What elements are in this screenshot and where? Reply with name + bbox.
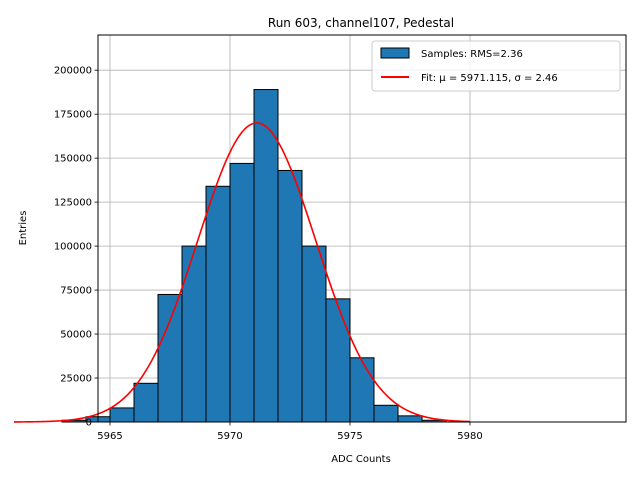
histogram-bar	[373, 404, 399, 423]
legend-box	[371, 40, 621, 92]
y-tick-label: 100000	[54, 242, 92, 253]
y-tick-label: 0	[86, 418, 92, 429]
y-tick-label: 175000	[54, 110, 92, 121]
y-tick-label: 75000	[60, 286, 92, 297]
chart-title: Run 603, channel107, Pedestal	[268, 16, 454, 30]
legend-histogram-label: Samples: RMS=2.36	[421, 49, 523, 60]
histogram-bar	[205, 185, 231, 423]
legend: Samples: RMS=2.36 Fit: μ = 5971.115, σ =…	[371, 40, 621, 92]
y-tick-label: 200000	[54, 66, 92, 77]
legend-fit-label: Fit: μ = 5971.115, σ = 2.46	[421, 73, 558, 84]
y-tick-label: 150000	[54, 154, 92, 165]
y-tick-label: 50000	[60, 330, 92, 341]
y-tick-label: 25000	[60, 374, 92, 385]
histogram-bar	[157, 293, 183, 423]
histogram-bar	[277, 169, 303, 423]
histogram-bar	[109, 407, 135, 423]
x-tick-label: 5965	[97, 431, 122, 442]
x-axis-label: ADC Counts	[331, 454, 391, 465]
fit-curve	[13, 122, 471, 423]
histogram-bar	[325, 298, 351, 423]
y-axis-ticks: 0 25000 50000 75000 100000 125000 150000 175000…	[54, 66, 98, 429]
histogram-bars	[61, 89, 447, 423]
histogram-bar	[181, 245, 207, 423]
histogram-bar	[349, 357, 375, 423]
histogram-bar	[397, 415, 423, 423]
histogram-bar	[229, 162, 255, 423]
histogram-bar	[253, 89, 279, 423]
x-tick-label: 5970	[217, 431, 242, 442]
y-tick-label: 125000	[54, 198, 92, 209]
histogram-bar	[133, 382, 159, 423]
histogram-bar	[301, 245, 327, 423]
gaussian-fit-line	[13, 122, 471, 423]
x-axis-ticks: 5965 5970 5975 5980	[97, 422, 483, 442]
plot-frame	[97, 34, 627, 423]
x-tick-label: 5975	[337, 431, 362, 442]
y-axis-label: Entries	[18, 211, 29, 246]
x-tick-label: 5980	[457, 431, 482, 442]
legend-histogram-swatch	[380, 47, 410, 59]
